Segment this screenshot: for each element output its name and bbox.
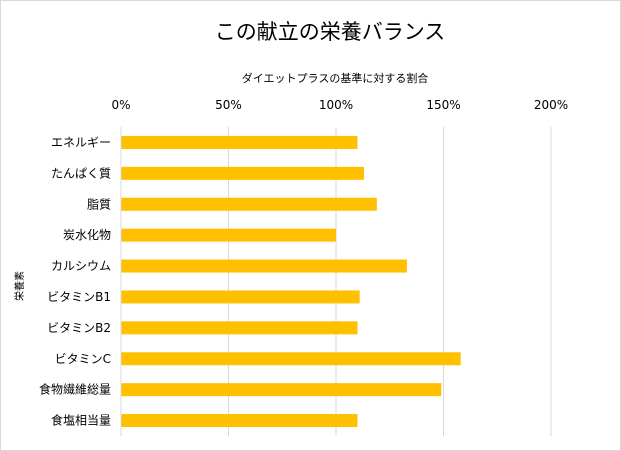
category-label: たんぱく質 xyxy=(51,165,111,180)
x-tick-labels: 0% 50% 100% 150% 200% xyxy=(111,98,568,112)
y-axis-title: 栄養素 xyxy=(13,271,26,301)
category-label: 脂質 xyxy=(87,196,111,211)
category-label: ビタミンC xyxy=(55,352,111,366)
category-label: 食物繊維総量 xyxy=(39,382,111,397)
bar xyxy=(121,166,364,180)
bar xyxy=(121,321,358,335)
bar xyxy=(121,197,377,211)
bar xyxy=(121,383,442,397)
chart-title: この献立の栄養バランス xyxy=(215,20,446,44)
x-tick-label: 100% xyxy=(319,98,353,112)
category-label: 炭水化物 xyxy=(63,228,111,242)
bars xyxy=(121,135,461,428)
x-tick-label: 200% xyxy=(534,98,568,112)
bar xyxy=(121,259,407,273)
category-label: ビタミンB2 xyxy=(47,321,111,335)
bar xyxy=(121,135,358,149)
category-label: カルシウム xyxy=(51,259,111,273)
x-tick-label: 50% xyxy=(215,98,242,112)
bar xyxy=(121,228,336,242)
bar xyxy=(121,414,358,428)
x-tick-label: 150% xyxy=(426,98,460,112)
category-label: エネルギー xyxy=(51,135,111,149)
category-label: 食塩相当量 xyxy=(51,413,111,428)
bar xyxy=(121,352,461,366)
x-tick-label: 0% xyxy=(111,98,130,112)
x-axis-title: ダイエットプラスの基準に対する割合 xyxy=(242,71,429,85)
bar xyxy=(121,290,360,304)
category-label: ビタミンB1 xyxy=(47,290,111,304)
